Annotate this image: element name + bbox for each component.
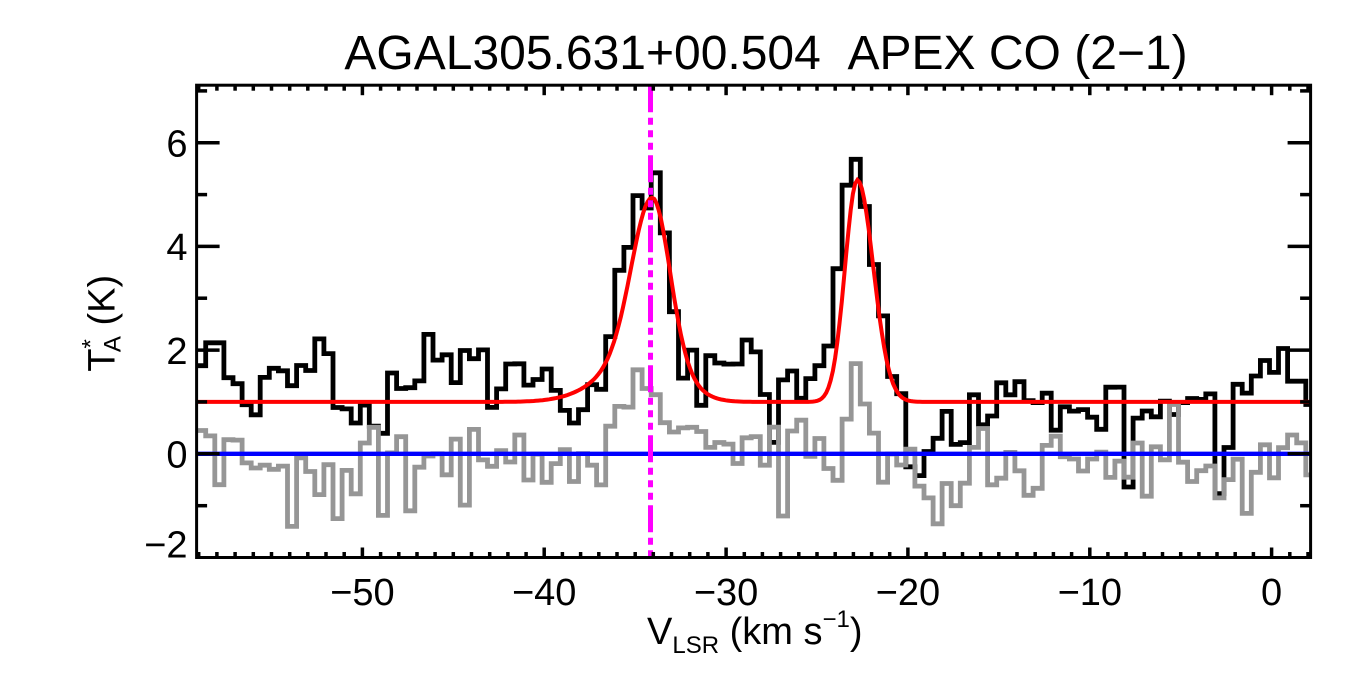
svg-text:AGAL305.631+00.504 APEX CO (2: AGAL305.631+00.504 APEX CO (2−1): [344, 27, 1187, 80]
svg-text:4: 4: [166, 227, 187, 269]
svg-text:0: 0: [166, 435, 187, 477]
svg-text:−2: −2: [144, 525, 187, 567]
svg-text:VLSR (km s−1): VLSR (km s−1): [647, 606, 863, 659]
svg-text:0: 0: [1261, 572, 1282, 614]
svg-text:6: 6: [166, 124, 187, 166]
svg-text:−10: −10: [1058, 572, 1122, 614]
svg-text:−20: −20: [876, 572, 940, 614]
svg-text:2: 2: [166, 331, 187, 373]
svg-text:−30: −30: [694, 572, 758, 614]
svg-text:T*A (K): T*A (K): [78, 275, 127, 372]
svg-text:−40: −40: [512, 572, 576, 614]
svg-text:−50: −50: [330, 572, 394, 614]
